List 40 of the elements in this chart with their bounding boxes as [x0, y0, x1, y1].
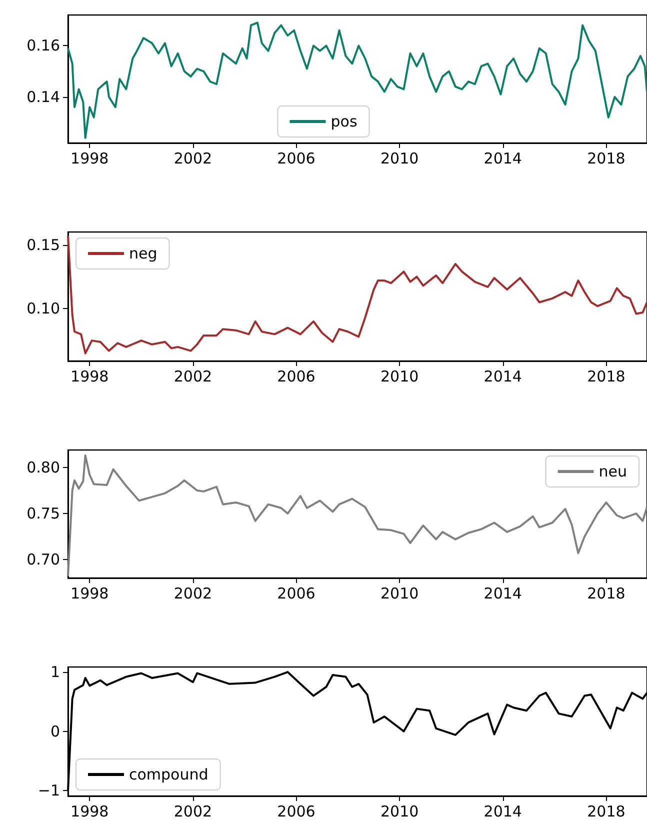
x-tick-label: 1998	[70, 584, 109, 602]
y-tick-label: 0.80	[26, 458, 60, 476]
x-tick-label: 2006	[277, 802, 316, 820]
y-tick-label: 0.14	[26, 88, 60, 106]
legend-label: neu	[598, 462, 628, 480]
line-series	[67, 22, 647, 139]
legend-label: compound	[129, 766, 208, 784]
x-tick-label: 2002	[174, 802, 212, 820]
x-tick-label: 2010	[380, 802, 419, 820]
y-tick-label: 0.16	[26, 36, 60, 55]
y-tick-label: 1	[50, 663, 60, 682]
x-tick-label: 2014	[484, 368, 522, 386]
x-tick-label: 2018	[587, 802, 626, 820]
x-tick-label: 2010	[380, 368, 419, 386]
y-tick-label: 0.15	[26, 236, 60, 254]
x-tick-label: 1998	[70, 802, 109, 820]
x-tick-label: 2014	[484, 150, 522, 168]
y-tick-label: 0.10	[26, 300, 60, 318]
x-tick-label: 1998	[70, 150, 109, 168]
y-tick-label: 0.75	[26, 504, 60, 523]
x-tick-label: 2002	[174, 150, 212, 168]
x-tick-label: 2018	[587, 368, 626, 386]
y-tick-label: −1	[38, 782, 60, 800]
x-tick-label: 2002	[174, 584, 212, 602]
x-tick-label: 2002	[174, 368, 212, 386]
x-tick-label: 2018	[587, 150, 626, 168]
x-tick-label: 2018	[587, 584, 626, 602]
legend-label: neg	[129, 244, 158, 262]
x-tick-label: 2014	[484, 584, 522, 602]
line-series	[67, 234, 647, 354]
x-tick-label: 2010	[380, 584, 419, 602]
legend-label: pos	[330, 112, 358, 130]
x-tick-label: 2006	[277, 150, 316, 168]
x-tick-label: 2006	[277, 584, 316, 602]
x-tick-label: 2006	[277, 368, 316, 386]
y-tick-label: 0	[50, 722, 60, 740]
x-tick-label: 1998	[70, 368, 109, 386]
x-tick-label: 2010	[380, 150, 419, 168]
y-tick-label: 0.70	[26, 550, 60, 569]
x-tick-label: 2014	[484, 802, 522, 820]
